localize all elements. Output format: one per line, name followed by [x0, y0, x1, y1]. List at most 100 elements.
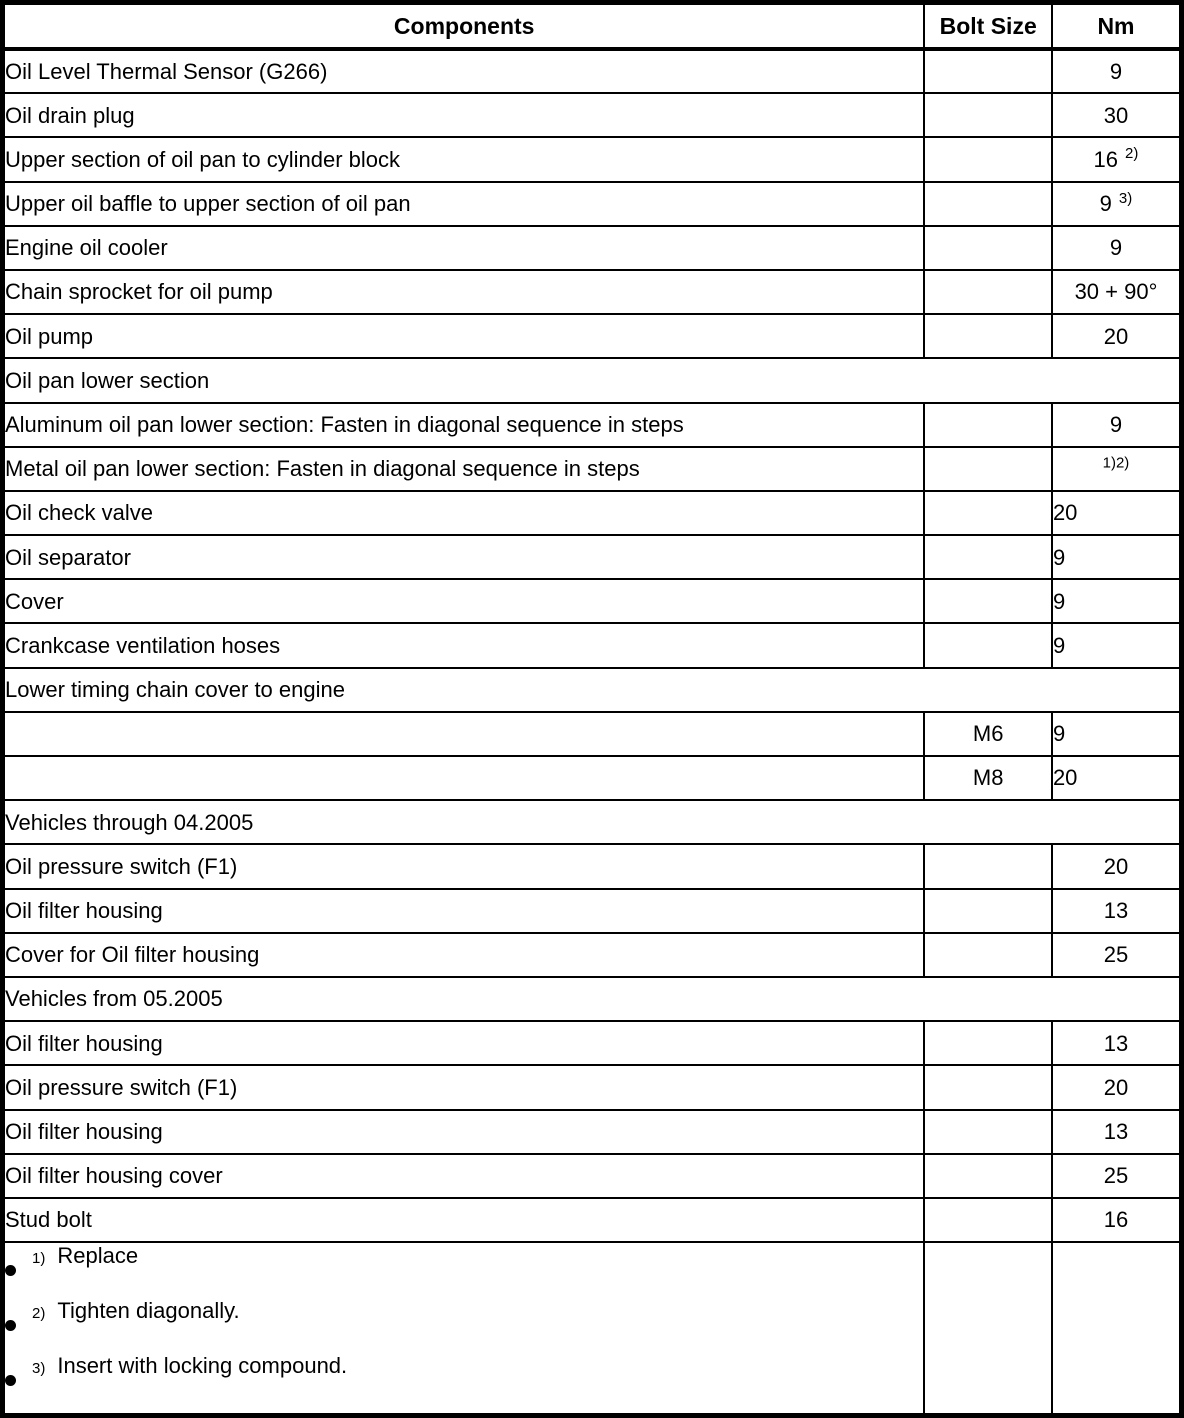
bolt-size-cell [923, 1064, 1053, 1111]
bullet-icon [5, 1375, 16, 1387]
table-row: Oil drain plug 30 [1, 92, 1183, 139]
footnote-marker: 2) [1125, 145, 1139, 163]
nm-value: 9 [1052, 721, 1066, 747]
nm-value: 25 [1103, 942, 1129, 968]
bolt-size-cell [923, 1152, 1053, 1199]
table-row: Oil filter housing cover 25 [1, 1152, 1183, 1199]
component-cell: Oil pressure switch (F1) [1, 1064, 926, 1111]
table-row: Cover for Oil filter housing 25 [1, 931, 1183, 978]
header-row: Components Bolt Size Nm [1, 1, 1183, 51]
bolt-size-cell [923, 92, 1053, 139]
component-cell: Chain sprocket for oil pump [1, 268, 926, 316]
footnote-text: Replace [57, 1243, 139, 1269]
bolt-size-cell [923, 622, 1053, 669]
table-row: Stud bolt 16 [1, 1196, 1183, 1244]
nm-cell: 20 [1050, 489, 1183, 537]
nm-value: 20 [1103, 323, 1129, 349]
nm-cell: 16 [1050, 1196, 1183, 1244]
footnote-item: 1) Replace [5, 1243, 922, 1298]
footnotes-cell: 1) Replace 2) Tighten diagonally. 3) Insert w… [1, 1241, 926, 1417]
nm-cell: 9 [1050, 622, 1183, 669]
nm-cell: 9 [1050, 47, 1183, 95]
table-row: Oil Level Thermal Sensor (G266) 9 [1, 47, 1183, 95]
table-row: Crankcase ventilation hoses 9 [1, 622, 1183, 669]
nm-cell: 30 + 90° [1050, 268, 1183, 316]
component-cell: Oil drain plug [1, 92, 926, 139]
bolt-size-cell: M8 [923, 754, 1053, 802]
component-cell: Oil separator [1, 534, 926, 581]
component-cell: Upper section of oil pan to cylinder blo… [1, 136, 926, 183]
footnote-marker: 3) [1118, 189, 1133, 207]
bolt-size-cell [923, 931, 1053, 978]
component-cell: Aluminum oil pan lower section: Fasten i… [1, 401, 926, 448]
bolt-size-cell [923, 313, 1053, 360]
table-row: Oil filter housing 13 [1, 887, 1183, 934]
bullet-icon [5, 1320, 16, 1332]
nm-value: 30 [1103, 102, 1129, 128]
component-cell: Metal oil pan lower section: Fasten in d… [1, 445, 926, 492]
nm-cell: 20 [1050, 754, 1183, 802]
nm-value: 16 [1093, 146, 1119, 172]
component-cell: Stud bolt [1, 1196, 926, 1244]
nm-cell: 13 [1050, 1020, 1183, 1067]
nm-value: 20 [1103, 853, 1129, 879]
component-cell [1, 710, 926, 758]
nm-value: 20 [1052, 500, 1078, 526]
nm-cell: 30 [1050, 92, 1183, 139]
component-cell: Oil check valve [1, 489, 926, 537]
component-cell: Oil filter housing [1, 1108, 926, 1155]
bolt-size-cell [923, 534, 1053, 581]
bolt-size-cell [923, 843, 1053, 890]
nm-cell: 13 [1050, 887, 1183, 934]
nm-value: 30 + 90° [1074, 279, 1158, 305]
bolt-size-cell [923, 1020, 1053, 1067]
component-cell: Cover for Oil filter housing [1, 931, 926, 978]
component-cell: Crankcase ventilation hoses [1, 622, 926, 669]
footnote-item: 2) Tighten diagonally. [5, 1298, 922, 1353]
nm-value: 9 [1052, 544, 1066, 570]
section-row: Vehicles from 05.2005 [1, 975, 1183, 1023]
table-row: Cover 9 [1, 578, 1183, 625]
section-row: Oil pan lower section [1, 357, 1183, 404]
bolt-size-cell [923, 401, 1053, 448]
component-cell: Upper oil baffle to upper section of oil… [1, 180, 926, 227]
nm-cell: 20 [1050, 843, 1183, 890]
component-cell: Oil filter housing cover [1, 1152, 926, 1199]
table-body: Oil Level Thermal Sensor (G266) 9 Oil drai… [1, 47, 1183, 1417]
nm-cell: 20 [1050, 313, 1183, 360]
nm-cell: 16 2) [1050, 136, 1183, 183]
footnote-marker: 1)2) [1102, 454, 1130, 472]
table-row: M6 9 [1, 710, 1183, 758]
nm-value: 16 [1103, 1207, 1129, 1233]
nm-value: 13 [1103, 1118, 1129, 1144]
table-row: Metal oil pan lower section: Fasten in d… [1, 445, 1183, 492]
component-cell: Oil pump [1, 313, 926, 360]
component-cell: Oil pressure switch (F1) [1, 843, 926, 890]
bolt-size-cell [923, 1108, 1053, 1155]
section-label: Oil pan lower section [1, 357, 1183, 404]
table-row: Chain sprocket for oil pump 30 + 90° [1, 268, 1183, 316]
nm-cell: 25 [1050, 931, 1183, 978]
nm-cell: 1)2) [1050, 445, 1183, 492]
nm-cell: 13 [1050, 1108, 1183, 1155]
footnote-item: 3) Insert with locking compound. [5, 1353, 922, 1408]
nm-cell: 20 [1050, 1064, 1183, 1111]
nm-value: 9 [1099, 191, 1112, 216]
nm-value: 20 [1103, 1074, 1129, 1100]
nm-cell: 9 [1050, 710, 1183, 758]
table-row: Oil pressure switch (F1) 20 [1, 843, 1183, 890]
nm-value: 13 [1103, 1030, 1129, 1056]
footnote-text: Insert with locking compound. [57, 1353, 348, 1379]
footnote-text: Tighten diagonally. [57, 1298, 240, 1324]
footnotes-row: 1) Replace 2) Tighten diagonally. 3) Insert w… [1, 1241, 1183, 1417]
nm-value: 13 [1103, 898, 1129, 923]
nm-value: 20 [1052, 765, 1078, 791]
col-header-nm: Nm [1050, 1, 1183, 51]
bolt-size-cell [923, 445, 1053, 492]
nm-value: 9 [1109, 235, 1123, 261]
nm-value: 9 [1052, 588, 1066, 614]
bolt-size-cell [923, 180, 1053, 227]
component-cell: Cover [1, 578, 926, 625]
